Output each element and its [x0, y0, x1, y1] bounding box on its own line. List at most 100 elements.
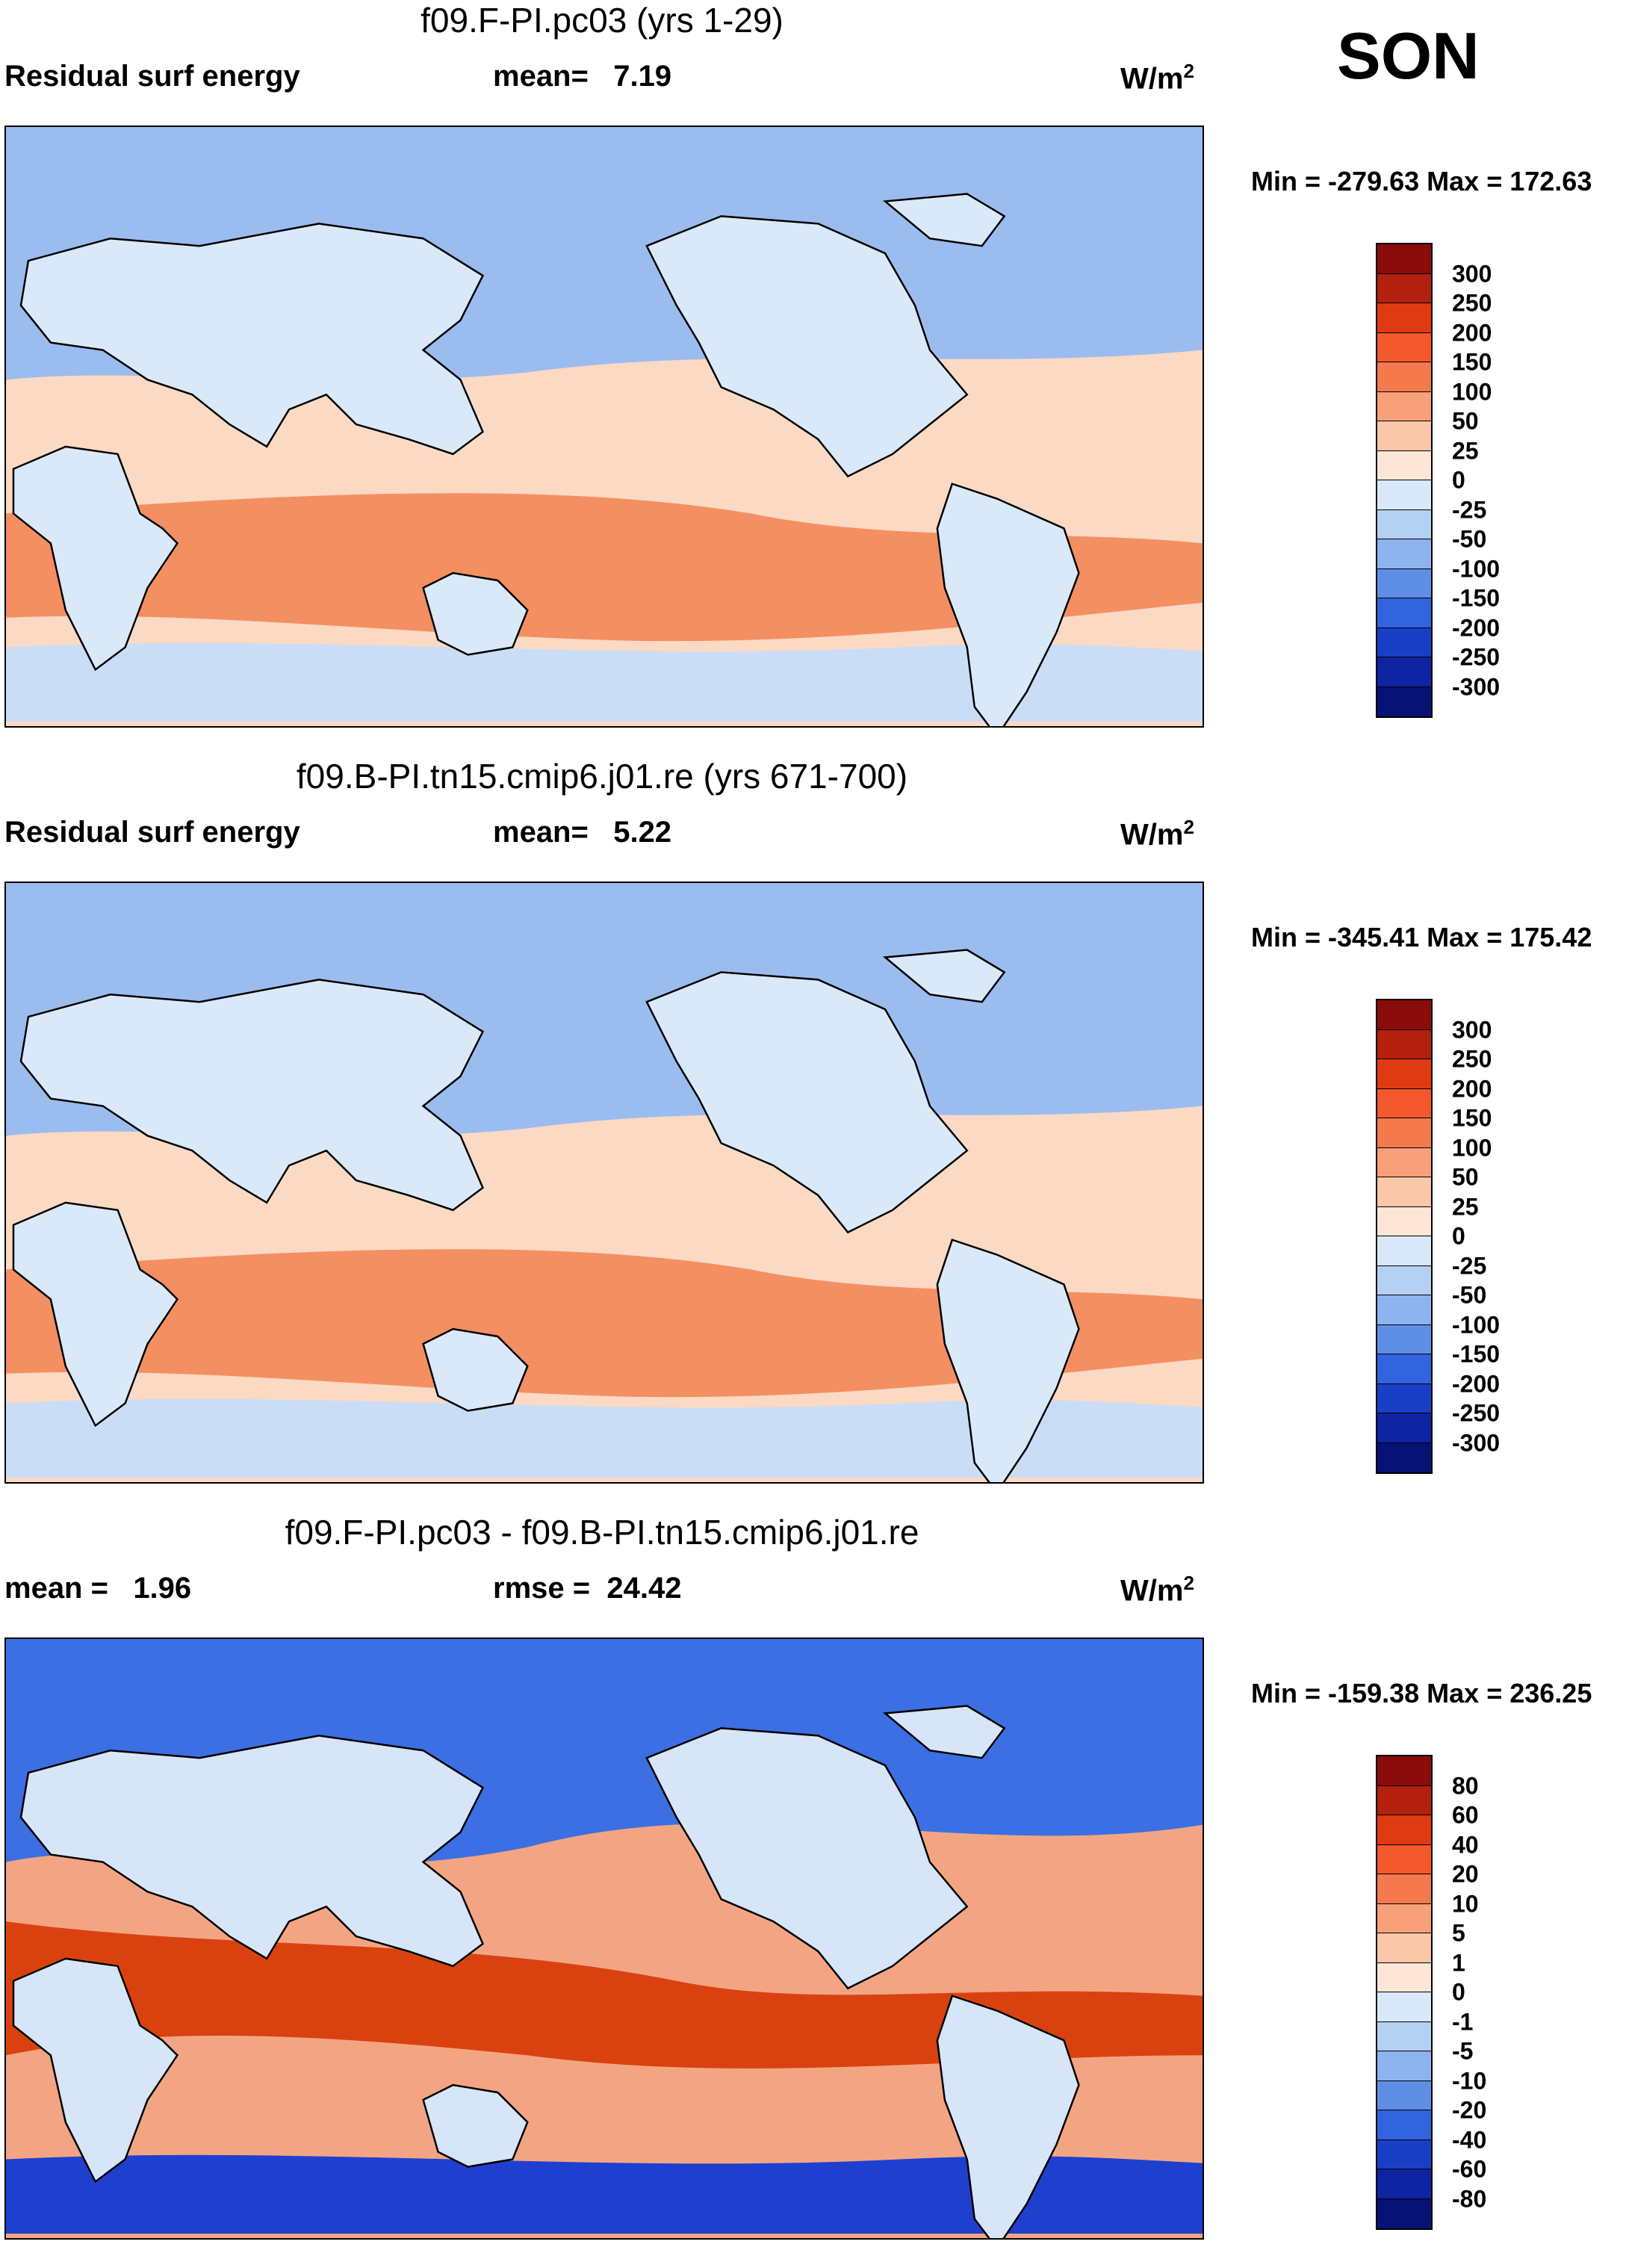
- continent-outline: [12, 1957, 179, 2184]
- colorbar-tick-label: -100: [1452, 555, 1501, 582]
- colorbar-box: [1377, 421, 1431, 451]
- continent-outline: [936, 1239, 1080, 1482]
- colorbar-tick-label: 50: [1452, 1163, 1479, 1191]
- colorbar-tick-label: 250: [1452, 1045, 1492, 1073]
- colorbar-box: [1377, 1000, 1431, 1030]
- southern-ocean-region: [6, 642, 1203, 722]
- colorbar-tick-label: 60: [1452, 1801, 1479, 1829]
- colorbar-box: [1377, 332, 1431, 362]
- colorbar-box: [1377, 1384, 1431, 1413]
- colorbar-box: [1377, 273, 1431, 303]
- colorbar-tick-label: -250: [1452, 643, 1501, 671]
- min-max-label: Min = -279.63 Max = 172.63: [1251, 166, 1592, 196]
- map-field: [6, 883, 1203, 1482]
- world-map: [4, 126, 1204, 728]
- colorbar-box: [1377, 1147, 1431, 1177]
- colorbar-box: [1377, 2110, 1431, 2140]
- colorbar-box: [1377, 568, 1431, 598]
- continent-outline: [19, 1735, 485, 1968]
- continent-outline: [645, 215, 969, 478]
- colorbar-box: [1377, 450, 1431, 480]
- colorbar-tick-label: -60: [1452, 2155, 1487, 2183]
- colorbar-box: [1377, 2199, 1431, 2228]
- colorbar-box: [1377, 1992, 1431, 2022]
- colorbar-tick-label: 80: [1452, 1772, 1479, 1799]
- colorbar-box: [1377, 1177, 1431, 1207]
- colorbar-tick-label: 25: [1452, 437, 1479, 464]
- panel-middle: f09.B-PI.tn15.cmip6.j01.re (yrs 671-700)…: [0, 756, 1629, 1512]
- colorbar-tick-label: 50: [1452, 407, 1479, 435]
- colorbar-box: [1377, 244, 1431, 274]
- map-field: [6, 127, 1203, 726]
- colorbar-box: [1377, 1265, 1431, 1295]
- colorbar-tick-label: -50: [1452, 525, 1487, 553]
- colorbar: [1376, 1755, 1433, 2230]
- colorbar-tick-label: 0: [1452, 1222, 1465, 1250]
- colorbar-box: [1377, 1088, 1431, 1118]
- colorbar-box: [1377, 1059, 1431, 1089]
- colorbar-tick-label: 200: [1452, 319, 1492, 346]
- mean-stat: mean= 5.22: [493, 816, 672, 849]
- colorbar-box: [1377, 1815, 1431, 1845]
- colorbar-tick-label: 250: [1452, 289, 1492, 317]
- southern-ocean-region: [6, 1398, 1203, 1478]
- colorbar-box: [1377, 657, 1431, 687]
- continent-outline: [882, 1705, 1006, 1759]
- colorbar-box: [1377, 1903, 1431, 1933]
- mean-stat: mean= 7.19: [493, 60, 672, 93]
- colorbar-box: [1377, 687, 1431, 716]
- colorbar-tick-label: -10: [1452, 2067, 1487, 2094]
- colorbar-tick-label: -50: [1452, 1281, 1487, 1309]
- colorbar-tick-label: -25: [1452, 1252, 1487, 1279]
- colorbar-tick-label: -150: [1452, 1340, 1501, 1368]
- colorbar-tick-label: -300: [1452, 673, 1501, 700]
- continent-outline: [645, 1727, 969, 1990]
- continent-outline: [12, 445, 179, 672]
- colorbar-tick-label: 200: [1452, 1075, 1492, 1102]
- min-max-label: Min = -159.38 Max = 236.25: [1251, 1678, 1592, 1708]
- colorbar-box: [1377, 1324, 1431, 1354]
- panel-bottom: f09.F-PI.pc03 - f09.B-PI.tn15.cmip6.j01.…: [0, 1512, 1629, 2268]
- colorbar-box: [1377, 391, 1431, 421]
- continent-outline: [645, 971, 969, 1234]
- colorbar-box: [1377, 1118, 1431, 1148]
- colorbar-tick-label: -80: [1452, 2185, 1487, 2212]
- colorbar-tick-label: 0: [1452, 466, 1465, 494]
- colorbar-tick-label: -200: [1452, 614, 1501, 641]
- colorbar-box: [1377, 362, 1431, 392]
- colorbar-box: [1377, 2080, 1431, 2110]
- warm-band: [6, 1921, 1203, 2069]
- colorbar-tick-label: -150: [1452, 584, 1501, 612]
- season-label: SON: [1337, 19, 1480, 93]
- panel-top: f09.F-PI.pc03 (yrs 1-29) Residual surf e…: [0, 0, 1629, 756]
- world-map: [4, 1638, 1204, 2240]
- warm-band: [6, 1249, 1203, 1398]
- colorbar-tick-label: -100: [1452, 1311, 1501, 1338]
- continent-outline: [422, 571, 529, 656]
- continent-outline: [882, 949, 1006, 1003]
- colorbar-tick-label: 150: [1452, 348, 1492, 376]
- colorbar-box: [1377, 1874, 1431, 1904]
- units-label: W/m2: [1120, 60, 1194, 96]
- colorbar-tick-label: 150: [1452, 1104, 1492, 1132]
- colorbar-tick-label: 5: [1452, 1919, 1465, 1947]
- colorbar: [1376, 999, 1433, 1474]
- continent-outline: [19, 223, 485, 456]
- variable-label: Residual surf energy: [4, 816, 300, 849]
- continent-outline: [936, 483, 1080, 726]
- colorbar-tick-label: 300: [1452, 1016, 1492, 1043]
- colorbar-box: [1377, 1206, 1431, 1236]
- units-label: W/m2: [1120, 816, 1194, 852]
- colorbar-tick-label: 0: [1452, 1978, 1465, 2006]
- colorbar-tick-label: 10: [1452, 1890, 1479, 1917]
- colorbar-box: [1377, 480, 1431, 510]
- colorbar-tick-label: 300: [1452, 260, 1492, 287]
- colorbar-box: [1377, 628, 1431, 657]
- colorbar-box: [1377, 539, 1431, 569]
- map-field: [6, 1639, 1203, 2238]
- continent-outline: [882, 193, 1006, 247]
- warm-band: [6, 493, 1203, 642]
- rmse-stat: rmse = 24.42: [493, 1572, 682, 1605]
- colorbar-box: [1377, 1354, 1431, 1384]
- colorbar-box: [1377, 2051, 1431, 2081]
